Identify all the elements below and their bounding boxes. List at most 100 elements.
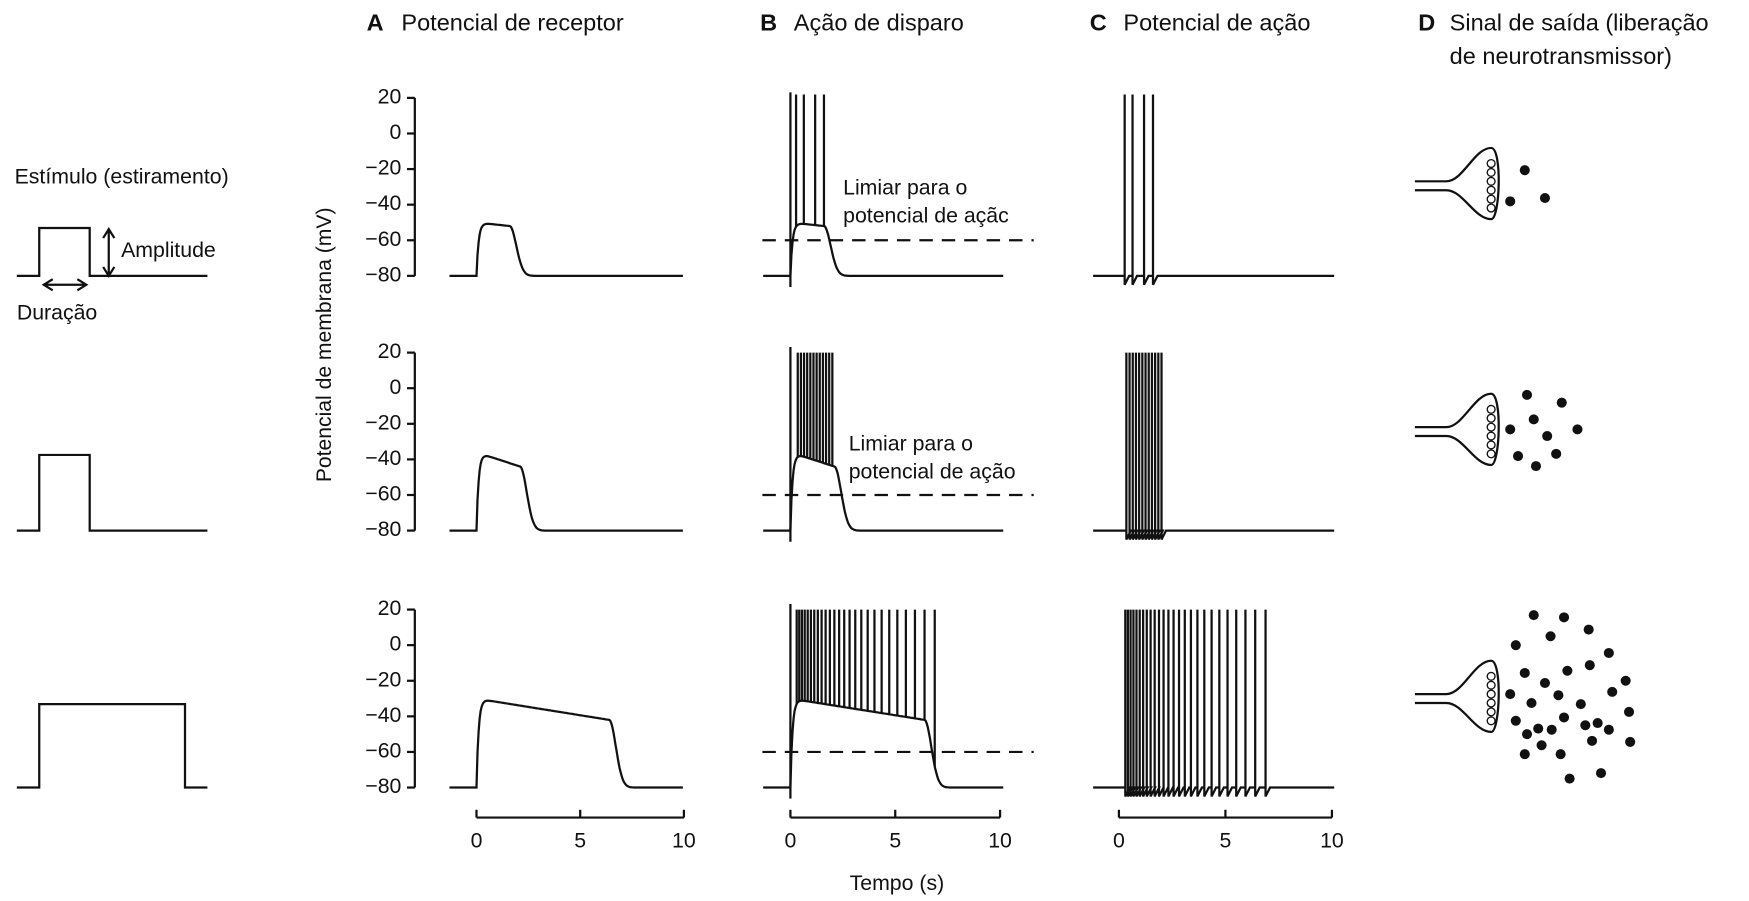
- vesicle: [1486, 185, 1496, 195]
- panel-title: Potencial de receptor: [401, 10, 624, 36]
- terminal: [1414, 659, 1500, 734]
- neurotransmitter: [1528, 610, 1539, 621]
- neurotransmitter: [1580, 720, 1591, 731]
- x-tick-label: 5: [1219, 830, 1231, 853]
- amplitude-label: Amplitude: [121, 239, 216, 262]
- y-axis-label: Potencial de membrana (mV): [313, 207, 336, 482]
- receptor-trace: [449, 699, 683, 789]
- vesicle: [1486, 449, 1496, 459]
- neurotransmitter: [1519, 165, 1530, 176]
- panel-letter: D: [1418, 10, 1435, 36]
- neurotransmitter: [1526, 697, 1537, 709]
- vesicle: [1486, 422, 1496, 432]
- threshold-label: potencial de açãc: [843, 205, 1009, 228]
- neurotransmitter: [1558, 712, 1570, 723]
- receptor-trace: [449, 455, 683, 532]
- x-tick-label: 10: [988, 830, 1012, 853]
- x-tick-label: 0: [1113, 830, 1125, 853]
- y-tick-label: −20: [365, 157, 401, 180]
- x-tick-label: 5: [574, 830, 586, 853]
- neurotransmitter: [1505, 424, 1516, 435]
- y-tick-label: −60: [365, 228, 401, 251]
- neurotransmitter: [1505, 689, 1516, 700]
- firing-trace: [763, 699, 1004, 789]
- neurotransmitter: [1586, 735, 1598, 746]
- stimulus-step: [16, 453, 208, 532]
- neurotransmitter: [1530, 461, 1542, 472]
- vesicle: [1486, 431, 1496, 441]
- vesicle: [1486, 158, 1496, 169]
- y-tick-label: −80: [365, 264, 401, 287]
- neurotransmitter: [1583, 624, 1594, 635]
- vesicle: [1486, 680, 1496, 690]
- vesicle: [1486, 404, 1496, 414]
- neurotransmitter: [1564, 773, 1575, 784]
- neurotransmitter: [1533, 723, 1544, 734]
- y-tick-label: −40: [365, 192, 401, 215]
- duration-arrow: [41, 278, 89, 292]
- neurotransmitter: [1592, 718, 1603, 729]
- neurotransmitter: [1607, 686, 1618, 697]
- x-tick-label: 0: [471, 830, 483, 853]
- action-trace: [1093, 352, 1335, 540]
- neurotransmitter: [1551, 448, 1562, 459]
- neurotransmitter: [1558, 612, 1570, 623]
- amplitude-arrow: [102, 227, 116, 278]
- x-tick-label: 0: [784, 830, 796, 853]
- neurotransmitter: [1536, 740, 1547, 751]
- neurotransmitter: [1539, 192, 1550, 204]
- action-trace: [1093, 609, 1335, 797]
- neurotransmitter: [1510, 715, 1521, 726]
- neurotransmitter: [1521, 389, 1533, 400]
- neurotransmitter: [1521, 729, 1533, 740]
- neurotransmitter: [1545, 631, 1556, 642]
- neurotransmitter: [1623, 706, 1635, 717]
- terminal: [1414, 146, 1500, 221]
- panel-title: de neurotransmissor): [1450, 43, 1672, 69]
- neurotransmitter: [1505, 196, 1516, 207]
- vesicle: [1486, 440, 1496, 450]
- threshold-label: Limiar para o: [843, 177, 967, 200]
- panel-title: Potencial de ação: [1123, 10, 1310, 36]
- neurotransmitter: [1625, 736, 1636, 747]
- firing-trace: [763, 222, 1004, 277]
- y-tick-label: 0: [390, 633, 402, 656]
- y-tick-label: −60: [365, 483, 401, 506]
- y-tick-label: −80: [365, 775, 401, 798]
- x-tick-label: 10: [672, 830, 696, 853]
- vesicle: [1486, 698, 1496, 708]
- receptor-trace: [449, 222, 683, 277]
- y-tick-label: 20: [378, 340, 402, 363]
- vesicle: [1486, 707, 1496, 717]
- vesicle: [1486, 194, 1496, 204]
- panel-letter: A: [367, 10, 384, 36]
- neurotransmitter: [1620, 675, 1631, 686]
- x-tick-label: 5: [889, 830, 901, 853]
- stimulus-step: [16, 703, 208, 789]
- y-tick-label: −40: [365, 704, 401, 727]
- panel-title: Ação de disparo: [794, 10, 964, 36]
- neurotransmitter: [1512, 451, 1524, 462]
- action-trace: [1093, 94, 1335, 286]
- panel-letter: C: [1090, 10, 1107, 36]
- neurotransmitter: [1542, 431, 1553, 442]
- y-tick-label: −20: [365, 411, 401, 434]
- neurotransmitter: [1584, 660, 1595, 671]
- neurotransmitter: [1562, 665, 1573, 676]
- y-tick-label: 0: [390, 121, 402, 144]
- y-tick-label: 20: [378, 597, 402, 620]
- panel-letter: B: [760, 10, 777, 36]
- vesicle: [1486, 716, 1496, 726]
- panel-title: Sinal de saída (liberação: [1450, 10, 1709, 36]
- vesicle: [1486, 203, 1496, 213]
- vesicle: [1486, 671, 1496, 681]
- neurotransmitter: [1510, 640, 1521, 651]
- neurotransmitter: [1556, 397, 1567, 408]
- y-tick-label: −80: [365, 518, 401, 541]
- y-tick-label: 20: [378, 86, 402, 109]
- y-tick-label: −20: [365, 668, 401, 691]
- neurotransmitter: [1519, 667, 1530, 678]
- neurotransmitter: [1572, 424, 1583, 435]
- vesicle: [1486, 689, 1496, 699]
